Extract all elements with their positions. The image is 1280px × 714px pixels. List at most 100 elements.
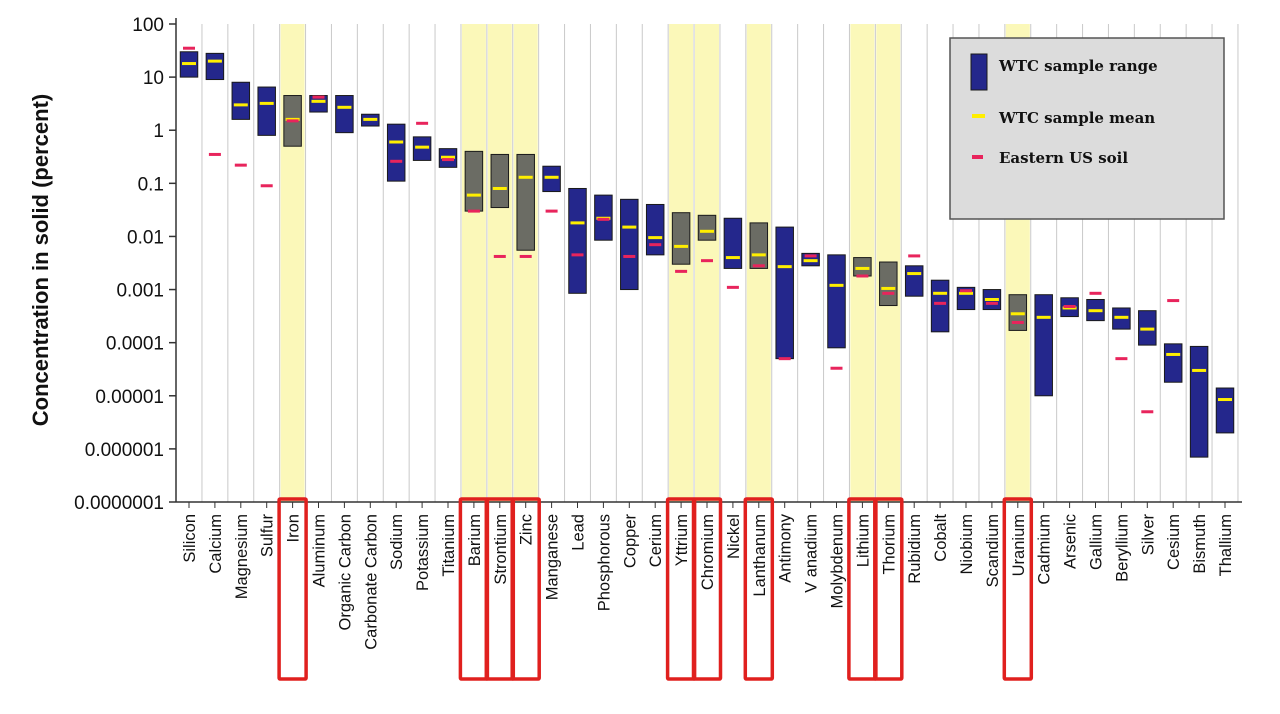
highlight-boxes [277, 497, 1034, 681]
soil-marker [442, 158, 454, 162]
vertical-gridlines [201, 24, 1239, 502]
soil-marker [1115, 357, 1128, 361]
soil-marker [623, 254, 636, 258]
mean-markers [182, 59, 1232, 402]
soil-marker [208, 152, 221, 156]
x-axis [176, 501, 1242, 508]
soil-marker [804, 254, 817, 258]
mean-marker [777, 265, 792, 269]
soil-marker [830, 366, 843, 370]
y-tick-label: 0.1 [138, 174, 164, 195]
mean-marker [1140, 327, 1155, 331]
x-tick-label: Silicon [181, 514, 199, 563]
x-tick-label: Lithium [854, 514, 872, 567]
y-axis: 100 10 1 0.1 0.01 0.001 0.0001 0.00001 0.000001 0… [74, 15, 177, 514]
x-tick-label: Silver [1139, 514, 1157, 556]
x-tick-label: Arsenic [1062, 514, 1080, 569]
mean-marker [1088, 309, 1103, 313]
soil-marker [1141, 410, 1154, 414]
y-tick-label: 10 [143, 68, 164, 89]
x-tick-label: Uranium [1010, 514, 1028, 576]
x-tick-label: Bismuth [1191, 514, 1209, 574]
mean-marker [259, 101, 274, 105]
x-tick-label: Cesium [1165, 514, 1183, 570]
x-tick-label: V anadium [803, 514, 821, 593]
mean-marker [855, 266, 870, 270]
x-tick-label: Barium [466, 514, 484, 566]
mean-marker [492, 186, 507, 190]
range-bar [853, 257, 872, 277]
soil-markers [183, 46, 1180, 414]
soil-marker [597, 217, 610, 221]
mean-marker [337, 105, 352, 109]
x-tick-label: Sodium [388, 514, 406, 570]
mean-marker [363, 117, 378, 121]
x-tick-label: Sulfur [259, 514, 277, 558]
x-tick-label: Gallium [1088, 514, 1106, 570]
mean-marker [1166, 352, 1181, 356]
y-tick-label: 100 [132, 15, 164, 36]
range-bar [723, 217, 743, 269]
range-bar [490, 153, 510, 209]
soil-marker [183, 46, 195, 50]
x-tick-label: Iron [285, 514, 303, 542]
soil-marker [701, 259, 713, 263]
highlight-band [695, 24, 719, 502]
soil-marker [493, 254, 506, 258]
mean-marker [1192, 368, 1207, 372]
x-tick-label: Zinc [518, 514, 536, 545]
mean-marker [881, 286, 896, 290]
legend-mean-swatch [972, 114, 985, 118]
mean-marker [933, 291, 948, 295]
mean-marker [1114, 315, 1129, 319]
y-tick-label: 0.000001 [85, 440, 164, 461]
mean-marker [803, 259, 818, 263]
highlight-box [691, 497, 723, 681]
x-tick-label: Cadmium [1036, 514, 1054, 585]
x-tick-label: Lanthanum [751, 514, 769, 597]
highlight-box [743, 497, 775, 681]
x-tick-label: Chromium [699, 514, 717, 590]
range-bar [749, 222, 769, 269]
mean-marker [233, 103, 248, 107]
soil-marker [260, 184, 273, 188]
mean-marker [182, 62, 196, 66]
highlight-bands [280, 24, 1030, 502]
x-tick-label: Magnesium [233, 514, 251, 599]
soil-marker [416, 121, 429, 125]
range-bar [257, 86, 276, 136]
soil-marker [752, 264, 765, 268]
x-tick-label: Molybdenum [829, 514, 847, 608]
mean-marker [751, 253, 766, 257]
legend-box [949, 37, 1225, 220]
soil-marker [856, 274, 869, 278]
y-tick-label: 0.01 [127, 227, 164, 248]
x-tick-label: Scandium [984, 514, 1002, 587]
mean-marker [207, 59, 222, 63]
range-bar [1215, 387, 1235, 434]
highlight-box [277, 497, 308, 681]
soil-marker [312, 95, 325, 99]
soil-marker [649, 243, 662, 247]
x-tick-label: Thallium [1217, 514, 1235, 576]
legend: WTC sample range WTC sample mean Eastern U… [949, 37, 1225, 220]
mean-marker [415, 145, 430, 149]
soil-marker [1011, 320, 1024, 324]
mean-marker [829, 283, 844, 287]
highlight-box [873, 497, 904, 681]
soil-marker [467, 209, 480, 213]
soil-marker [286, 119, 299, 123]
mean-marker [466, 193, 481, 197]
mean-marker [1036, 315, 1051, 319]
mean-marker [907, 272, 922, 276]
y-tick-label: 0.001 [116, 281, 164, 302]
soil-marker [778, 357, 791, 361]
soil-marker [985, 301, 998, 305]
soil-marker [1089, 291, 1102, 295]
range-bar [1189, 345, 1209, 458]
x-tick-labels: Silicon Calcium Magnesium Sulfur Iron Aluminu… [181, 513, 1235, 650]
range-bar [568, 187, 587, 294]
x-tick-label: Calcium [207, 514, 225, 574]
x-tick-label: Thorium [880, 514, 898, 575]
